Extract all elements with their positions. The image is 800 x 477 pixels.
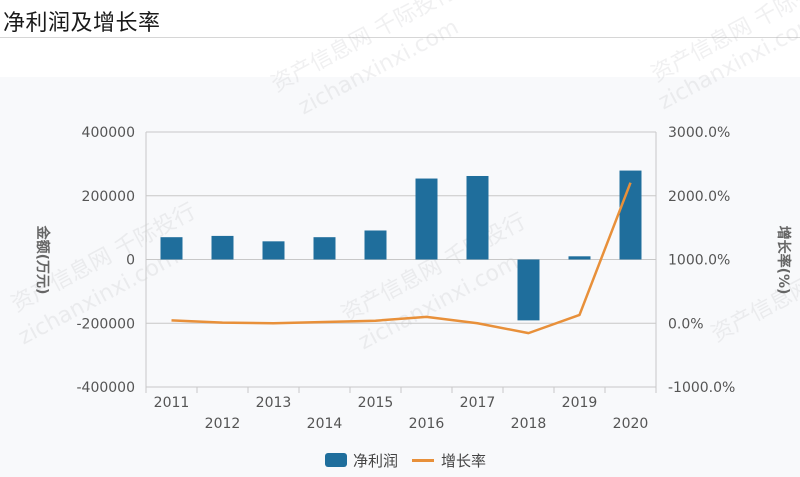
- chart-title: 净利润及增长率: [3, 11, 161, 36]
- legend-label: 净利润: [353, 451, 399, 470]
- bar[interactable]: [517, 259, 540, 321]
- bar[interactable]: [568, 256, 591, 260]
- bar[interactable]: [364, 230, 387, 260]
- x-axis-tick: 2020: [613, 416, 649, 432]
- x-axis-tick: 2018: [511, 416, 547, 432]
- left-axis-tick: 200000: [82, 189, 135, 205]
- x-axis-tick: 2016: [409, 416, 445, 432]
- left-axis-tick: -200000: [77, 316, 136, 332]
- bar-series: [160, 170, 642, 321]
- right-axis-tick: 2000.0%: [668, 189, 730, 205]
- left-axis-tick: 400000: [82, 125, 135, 141]
- axis-ticks: 400000 3000.0% 200000 2000.0% 0 1000.0% -20000…: [77, 125, 736, 432]
- bar[interactable]: [211, 235, 234, 260]
- growth-line[interactable]: [171, 182, 632, 335]
- bar[interactable]: [415, 178, 438, 260]
- x-axis-tick: 2012: [205, 416, 241, 432]
- right-axis-tick: 0.0%: [668, 316, 704, 332]
- bar[interactable]: [466, 175, 489, 260]
- left-axis-tick: 0: [126, 253, 135, 269]
- legend: 净利润 增长率: [325, 448, 500, 472]
- legend-item-growth-rate[interactable]: 增长率: [412, 450, 486, 471]
- x-axis-tick: 2011: [154, 395, 190, 411]
- bar[interactable]: [160, 237, 183, 260]
- right-axis-tick: -1000.0%: [668, 380, 735, 396]
- legend-item-net-profit[interactable]: 净利润: [325, 450, 398, 471]
- gridlines: [145, 131, 657, 393]
- bar[interactable]: [619, 170, 642, 260]
- right-axis-tick: 3000.0%: [668, 125, 730, 141]
- left-axis-tick: -400000: [77, 380, 136, 396]
- header: 净利润及增长率: [0, 0, 800, 38]
- x-axis-tick: 2014: [307, 416, 343, 432]
- left-axis-title: 金额(万元): [34, 225, 51, 295]
- bar-swatch-icon: [325, 453, 347, 467]
- x-axis-tick: 2015: [358, 395, 394, 411]
- line-swatch-icon: [412, 458, 435, 462]
- x-axis-tick: 2019: [562, 395, 598, 411]
- x-axis-tick: 2017: [460, 395, 496, 411]
- right-axis-title: 增长率(%): [775, 226, 792, 295]
- bar[interactable]: [262, 241, 285, 260]
- x-axis-tick: 2013: [256, 395, 292, 411]
- right-axis-tick: 1000.0%: [668, 253, 730, 269]
- bar[interactable]: [313, 237, 336, 260]
- legend-label: 增长率: [441, 451, 487, 470]
- line-series: [171, 182, 632, 335]
- chart-panel: [0, 77, 800, 477]
